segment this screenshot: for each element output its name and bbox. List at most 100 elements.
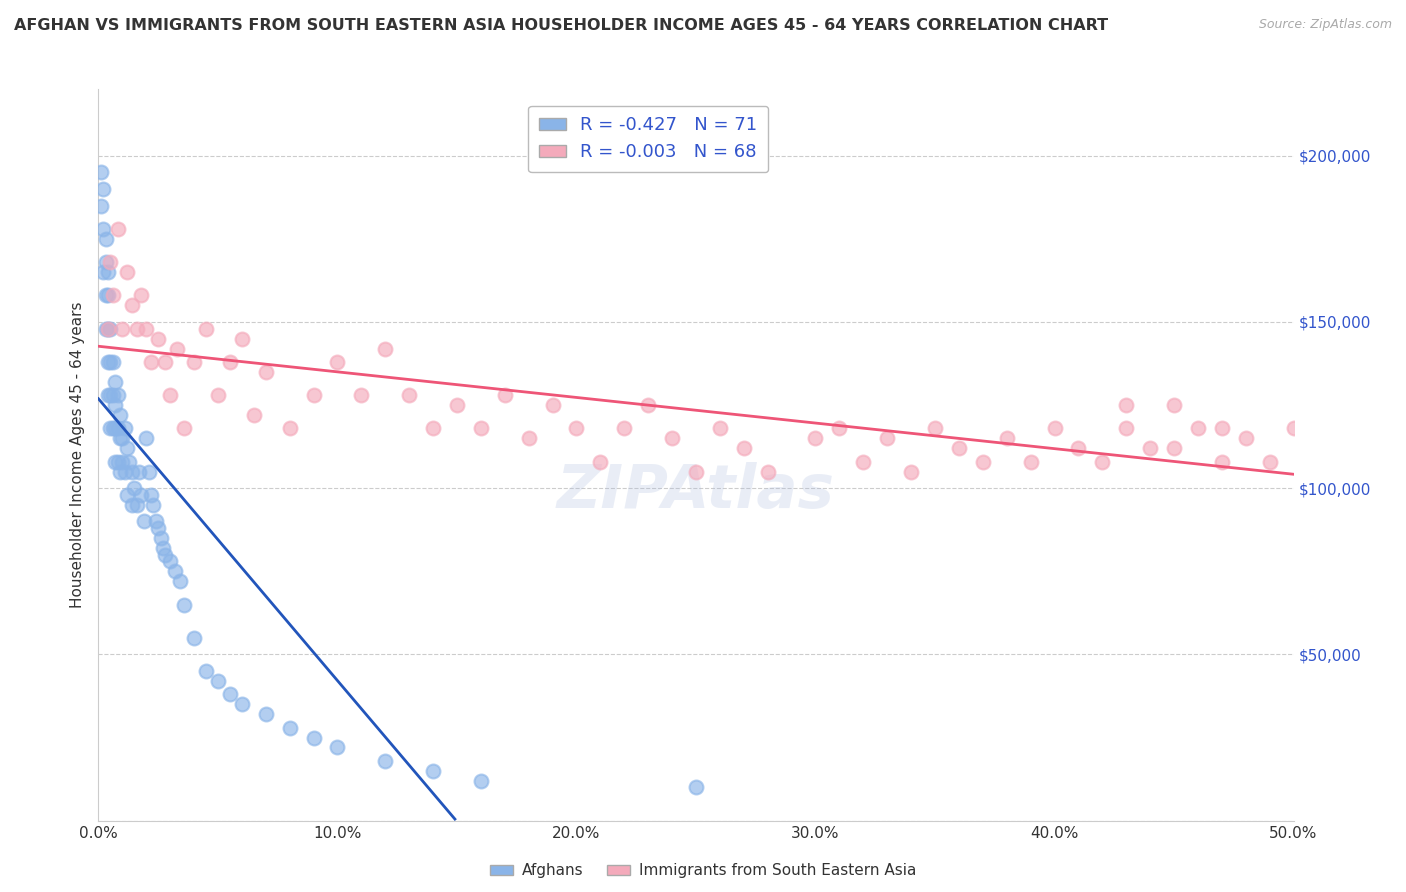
Point: [613, 421, 636, 435]
Point: [163, 564, 186, 578]
Point: [589, 454, 612, 468]
Point: [97, 265, 120, 279]
Point: [114, 465, 136, 479]
Point: [1187, 421, 1209, 435]
Point: [541, 398, 564, 412]
Point: [101, 388, 124, 402]
Point: [115, 442, 138, 456]
Point: [1211, 454, 1233, 468]
Point: [104, 421, 127, 435]
Point: [107, 454, 129, 468]
Point: [219, 687, 242, 701]
Point: [98, 255, 122, 269]
Point: [111, 431, 134, 445]
Point: [207, 388, 229, 402]
Point: [231, 332, 253, 346]
Point: [90, 165, 112, 179]
Point: [128, 465, 150, 479]
Point: [139, 488, 162, 502]
Point: [115, 488, 138, 502]
Point: [142, 498, 165, 512]
Point: [470, 421, 492, 435]
Point: [852, 454, 875, 468]
Point: [494, 388, 516, 402]
Point: [900, 465, 922, 479]
Point: [183, 631, 205, 645]
Point: [1043, 421, 1066, 435]
Point: [101, 288, 124, 302]
Point: [101, 421, 124, 435]
Point: [155, 355, 177, 369]
Point: [1139, 442, 1161, 456]
Point: [98, 388, 122, 402]
Point: [131, 288, 153, 302]
Point: [111, 454, 134, 468]
Point: [254, 365, 277, 379]
Point: [104, 375, 127, 389]
Point: [94, 232, 117, 246]
Point: [1234, 431, 1257, 445]
Point: [422, 764, 444, 778]
Y-axis label: Householder Income Ages 45 - 64 years: Householder Income Ages 45 - 64 years: [69, 301, 84, 608]
Point: [152, 541, 174, 555]
Point: [948, 442, 970, 456]
Point: [104, 398, 127, 412]
Point: [107, 222, 129, 236]
Point: [685, 465, 707, 479]
Point: [1258, 454, 1281, 468]
Point: [97, 388, 120, 402]
Point: [517, 431, 540, 445]
Point: [98, 421, 122, 435]
Point: [278, 721, 301, 735]
Point: [173, 598, 195, 612]
Point: [173, 421, 195, 435]
Point: [135, 431, 157, 445]
Point: [98, 355, 122, 369]
Point: [169, 574, 191, 589]
Point: [1019, 454, 1042, 468]
Point: [924, 421, 946, 435]
Text: AFGHAN VS IMMIGRANTS FROM SOUTH EASTERN ASIA HOUSEHOLDER INCOME AGES 45 - 64 YEA: AFGHAN VS IMMIGRANTS FROM SOUTH EASTERN …: [14, 18, 1108, 33]
Point: [91, 265, 114, 279]
Point: [91, 222, 114, 236]
Text: ZIPAtlas: ZIPAtlas: [557, 462, 835, 521]
Point: [207, 673, 229, 688]
Point: [148, 521, 170, 535]
Point: [108, 408, 131, 422]
Point: [94, 288, 117, 302]
Point: [94, 321, 117, 335]
Legend: R = -0.427   N = 71, R = -0.003   N = 68: R = -0.427 N = 71, R = -0.003 N = 68: [529, 105, 768, 172]
Point: [350, 388, 373, 402]
Point: [709, 421, 731, 435]
Point: [1282, 421, 1305, 435]
Point: [115, 265, 138, 279]
Point: [108, 465, 131, 479]
Point: [804, 431, 827, 445]
Point: [828, 421, 851, 435]
Point: [159, 554, 181, 568]
Point: [637, 398, 659, 412]
Point: [231, 698, 253, 712]
Point: [121, 298, 143, 312]
Point: [155, 548, 177, 562]
Point: [107, 388, 129, 402]
Point: [1163, 398, 1185, 412]
Point: [565, 421, 588, 435]
Point: [243, 408, 266, 422]
Point: [90, 198, 112, 212]
Point: [254, 707, 277, 722]
Point: [111, 321, 134, 335]
Point: [302, 731, 325, 745]
Point: [470, 773, 492, 788]
Point: [97, 355, 120, 369]
Point: [219, 355, 242, 369]
Text: Source: ZipAtlas.com: Source: ZipAtlas.com: [1258, 18, 1392, 31]
Point: [195, 664, 218, 678]
Point: [422, 421, 444, 435]
Point: [138, 465, 160, 479]
Point: [148, 332, 170, 346]
Point: [995, 431, 1018, 445]
Point: [374, 754, 396, 768]
Point: [374, 342, 396, 356]
Point: [139, 355, 162, 369]
